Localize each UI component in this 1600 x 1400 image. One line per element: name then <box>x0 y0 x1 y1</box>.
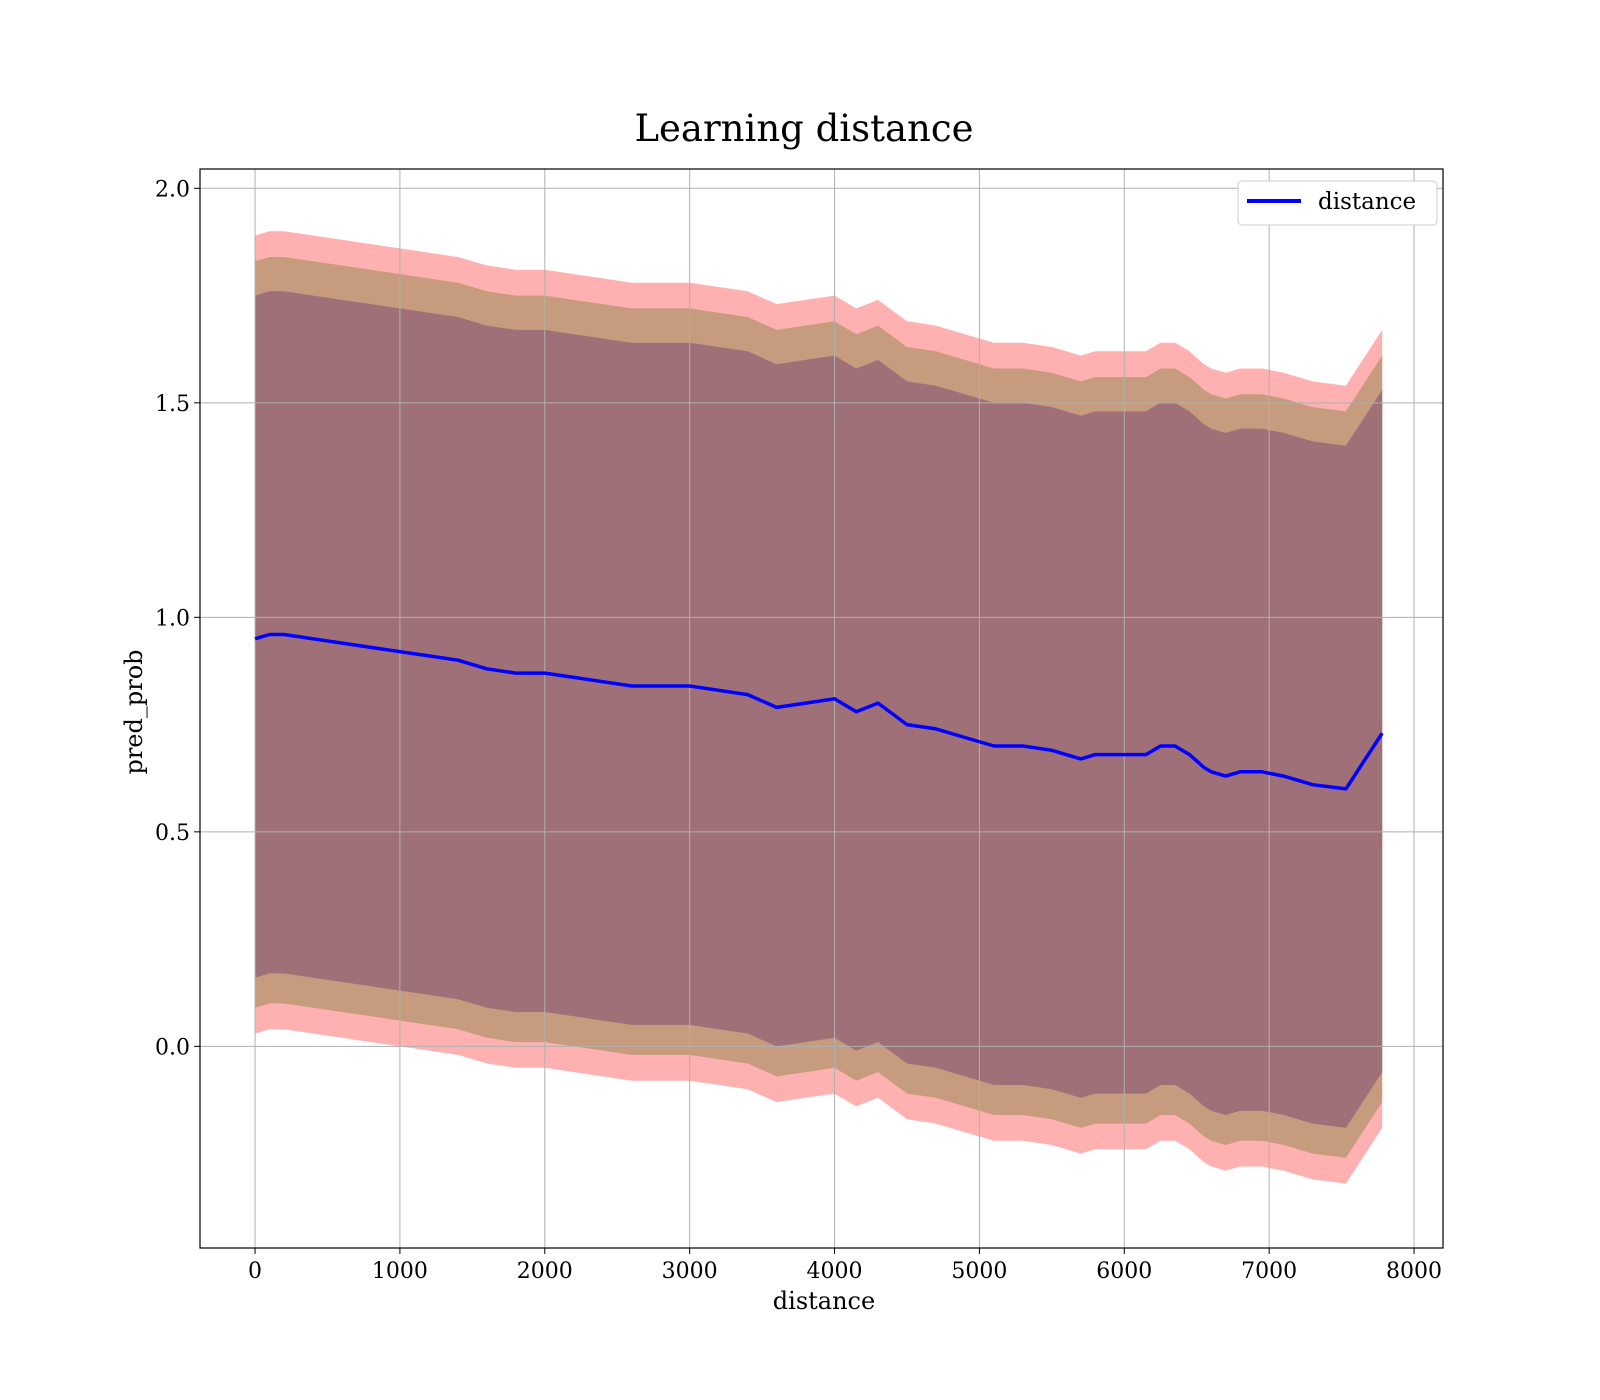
x-tick-label: 2000 <box>517 1259 573 1284</box>
x-tick-label: 7000 <box>1241 1259 1297 1284</box>
series-group <box>254 632 1384 791</box>
x-tick-label: 1000 <box>372 1259 428 1284</box>
band-inner <box>255 291 1383 1128</box>
x-axis-label: distance <box>773 1287 875 1315</box>
x-tick-label: 4000 <box>807 1259 863 1284</box>
x-tick-label: 0 <box>248 1259 262 1284</box>
y-tick-label: 1.0 <box>155 606 190 631</box>
grid <box>200 169 1443 1248</box>
y-tick-label: 0.5 <box>155 821 190 846</box>
legend: distance <box>1237 180 1438 226</box>
legend-label-distance: distance <box>1318 189 1416 215</box>
series-line-distance <box>254 632 1384 791</box>
chart-title: Learning distance <box>634 107 973 150</box>
y-tick-label: 1.5 <box>155 392 190 417</box>
plot-frame <box>199 168 1444 1249</box>
x-axis: 0 1000 2000 3000 4000 5000 6000 7000 8000 <box>248 1248 1442 1284</box>
x-tick-label: 8000 <box>1386 1259 1442 1284</box>
x-tick-label: 5000 <box>951 1259 1007 1284</box>
band-group <box>255 231 1383 1184</box>
y-tick-label: 0.0 <box>155 1035 190 1060</box>
legend-box <box>1237 180 1438 226</box>
x-tick-label: 3000 <box>662 1259 718 1284</box>
y-axis-label: pred_prob <box>120 649 148 774</box>
x-tick-label: 6000 <box>1096 1259 1152 1284</box>
y-tick-label: 2.0 <box>155 177 190 202</box>
y-axis: 0.0 0.5 1.0 1.5 2.0 <box>155 177 200 1060</box>
